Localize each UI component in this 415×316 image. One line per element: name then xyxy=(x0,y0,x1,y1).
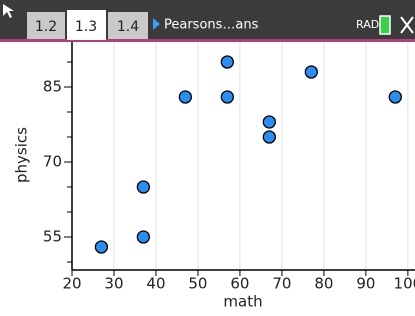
tab[interactable]: 1.2 xyxy=(27,12,65,39)
point xyxy=(137,231,149,243)
mode-indicator: RAD xyxy=(356,18,379,31)
point xyxy=(263,131,275,143)
point xyxy=(389,91,401,103)
x-tick-label: 100 xyxy=(394,275,415,293)
y-tick-label: 85 xyxy=(43,78,62,96)
battery-icon xyxy=(380,16,390,34)
x-tick-label: 80 xyxy=(314,275,333,293)
tab[interactable]: 1.4 xyxy=(108,12,148,39)
screen: 1.2 1.3 1.4 Pearsons…ans RAD math physic… xyxy=(0,0,415,316)
document-title: Pearsons…ans xyxy=(164,18,259,33)
tab[interactable]: 1.3 xyxy=(67,10,106,40)
tab-label: 1.4 xyxy=(117,19,139,35)
y-tick-label: 55 xyxy=(43,228,62,246)
x-tick-label: 60 xyxy=(230,275,249,293)
tab-label: 1.2 xyxy=(35,19,57,35)
page: {"tabs": ["1.2", "1.3", "1.4"], "documen… xyxy=(0,0,415,316)
x-tick-label: 20 xyxy=(62,275,81,293)
x-tick-label: 30 xyxy=(104,275,123,293)
x-tick-label: 90 xyxy=(356,275,375,293)
x-tick-label: 70 xyxy=(272,275,291,293)
point xyxy=(221,56,233,68)
y-tick-label: 70 xyxy=(43,153,62,171)
point xyxy=(95,241,107,253)
tab-underline xyxy=(0,39,415,42)
x-axis-label: math xyxy=(223,293,262,311)
point xyxy=(263,116,275,128)
x-tick-label: 50 xyxy=(188,275,207,293)
y-axis-label: physics xyxy=(13,127,31,183)
point xyxy=(179,91,191,103)
point xyxy=(221,91,233,103)
x-tick-label: 40 xyxy=(146,275,165,293)
point xyxy=(305,66,317,78)
tab-label: 1.3 xyxy=(75,19,97,35)
point xyxy=(137,181,149,193)
